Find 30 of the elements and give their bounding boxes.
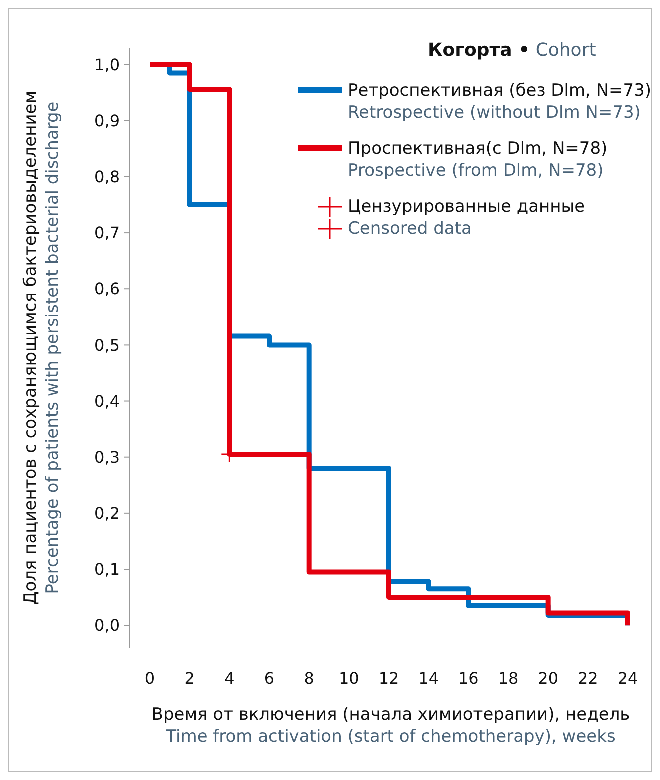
y-tick-label: 0,1 (94, 560, 120, 580)
y-axis-title: Доля пациентов с сохраняющимся бактериовыделением Percentage of patients with persistent bacterial discharge (21, 90, 63, 606)
x-tick-label: 20 (538, 669, 559, 688)
y-tick-label: 0,9 (94, 111, 120, 130)
x-tick-label: 24 (618, 669, 638, 688)
x-tick-label: 22 (578, 669, 598, 688)
y-tick-label: 1,0 (94, 55, 120, 74)
x-axis-title: Время от включения (начала химиотерапии), недель Time from activation (start of chemotherapy), weeks (152, 705, 630, 747)
y-tick-label: 0,8 (94, 168, 120, 187)
x-tick-label: 2 (184, 669, 195, 688)
y-tick-label: 0,0 (94, 616, 120, 636)
y-tick-label: 0,5 (94, 336, 120, 355)
x-tick-label: 8 (304, 669, 314, 688)
x-tick-label: 18 (498, 669, 519, 688)
x-tick-label: 16 (458, 669, 479, 688)
y-tick-label: 0,7 (94, 224, 120, 243)
legend-title: Когорта • Cohort (428, 40, 596, 61)
y-tick-label: 0,6 (94, 280, 120, 299)
legend-label: Ретроспективная (без Dlm, N=73) Retrospective (without Dlm N=73) (348, 81, 652, 123)
y-tick-label: 0,4 (94, 392, 120, 411)
x-tick-label: 6 (264, 669, 275, 688)
y-tick-label: 0,3 (94, 448, 120, 467)
legend-label: Цензурированные данные Censored data (348, 197, 586, 239)
x-tick-label: 14 (418, 669, 440, 688)
x-tick-label: 0 (144, 669, 156, 688)
x-tick-label: 4 (224, 669, 235, 688)
x-tick-label: 10 (338, 669, 360, 688)
y-tick-label: 0,2 (94, 504, 120, 524)
legend-label: Проспективная(с Dlm, N=78) Prospective (from Dlm, N=78) (348, 139, 608, 181)
x-tick-label: 12 (378, 669, 400, 688)
